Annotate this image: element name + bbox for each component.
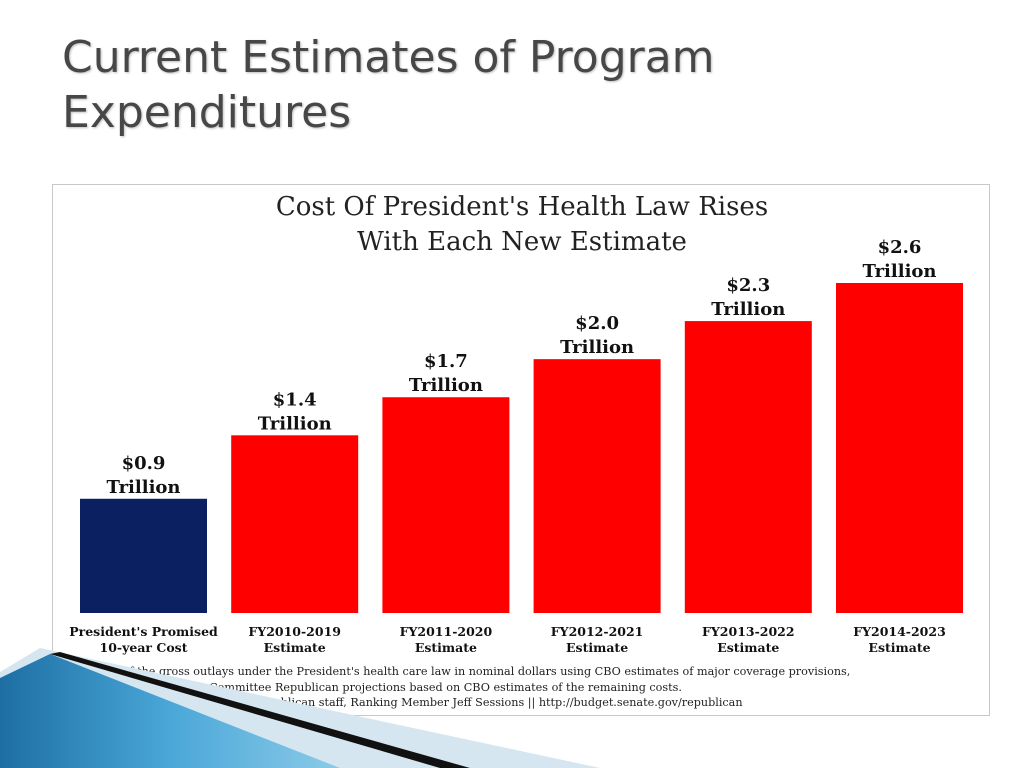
bar-chart: Cost Of President's Health Law Rises Wit… bbox=[69, 192, 963, 655]
category-3-label-line-1: FY2011-2020 bbox=[400, 624, 493, 639]
slide-title-line-1: Current Estimates of Program bbox=[62, 32, 715, 83]
category-5-label-line-2: Estimate bbox=[717, 640, 779, 655]
slide-title-line-2: Expenditures bbox=[62, 87, 352, 138]
bar-4 bbox=[533, 359, 661, 613]
category-4-label-line-2: Estimate bbox=[566, 640, 628, 655]
footnote-line-2: as well as Senate Budget Committee Repub… bbox=[63, 680, 682, 694]
chart-panel: Cost Of President's Health Law Rises Wit… bbox=[52, 184, 990, 716]
category-3-label-line-2: Estimate bbox=[415, 640, 477, 655]
footnote-line-1: Estimates of the gross outlays under the… bbox=[63, 665, 851, 678]
chart-subtitle: With Each New Estimate bbox=[357, 227, 687, 257]
bar-5 bbox=[684, 321, 812, 613]
bars-group bbox=[80, 283, 963, 613]
bar-3-value-label-line-2: Trillion bbox=[409, 375, 483, 396]
bar-5-value-label-line-2: Trillion bbox=[711, 299, 785, 320]
bar-5-value-label-line-1: $2.3 bbox=[726, 275, 770, 296]
bar-4-value-label-line-2: Trillion bbox=[560, 337, 634, 358]
bar-6-value-label-line-2: Trillion bbox=[862, 261, 936, 282]
bar-1-value-label-line-1: $0.9 bbox=[122, 453, 166, 474]
chart-footnote: Estimates of the gross outlays under the… bbox=[63, 664, 983, 711]
chart-title: Cost Of President's Health Law Rises bbox=[276, 192, 768, 222]
bar-6 bbox=[836, 283, 963, 613]
bar-6-value-label-line-1: $2.6 bbox=[878, 237, 922, 258]
category-1-label-line-2: 10-year Cost bbox=[100, 640, 188, 655]
category-6-label-line-2: Estimate bbox=[868, 640, 930, 655]
bar-2-value-label-line-2: Trillion bbox=[258, 413, 332, 434]
bar-1 bbox=[80, 498, 207, 613]
category-2-label-line-2: Estimate bbox=[264, 640, 326, 655]
category-4-label-line-1: FY2012-2021 bbox=[551, 624, 644, 639]
bar-2 bbox=[231, 435, 359, 613]
category-6-label-line-1: FY2014-2023 bbox=[853, 624, 946, 639]
category-1-label-line-1: President's Promised bbox=[69, 624, 218, 639]
bar-2-value-label-line-1: $1.4 bbox=[273, 389, 317, 410]
bar-3 bbox=[382, 397, 510, 613]
bar-4-value-label-line-1: $2.0 bbox=[575, 313, 619, 334]
slide-title: Current Estimates of Program Expenditure… bbox=[62, 30, 962, 140]
bar-1-value-label-line-2: Trillion bbox=[106, 477, 180, 498]
category-5-label-line-1: FY2013-2022 bbox=[702, 624, 795, 639]
footnote-line-3: Sources: CBO. Produced by SBC Republican… bbox=[63, 696, 743, 709]
value-labels-group: $0.9 Trillion $1.4 Trillion $1.7 Trillion $2.0… bbox=[106, 237, 936, 498]
bar-3-value-label-line-1: $1.7 bbox=[424, 351, 468, 372]
category-2-label-line-1: FY2010-2019 bbox=[248, 624, 341, 639]
